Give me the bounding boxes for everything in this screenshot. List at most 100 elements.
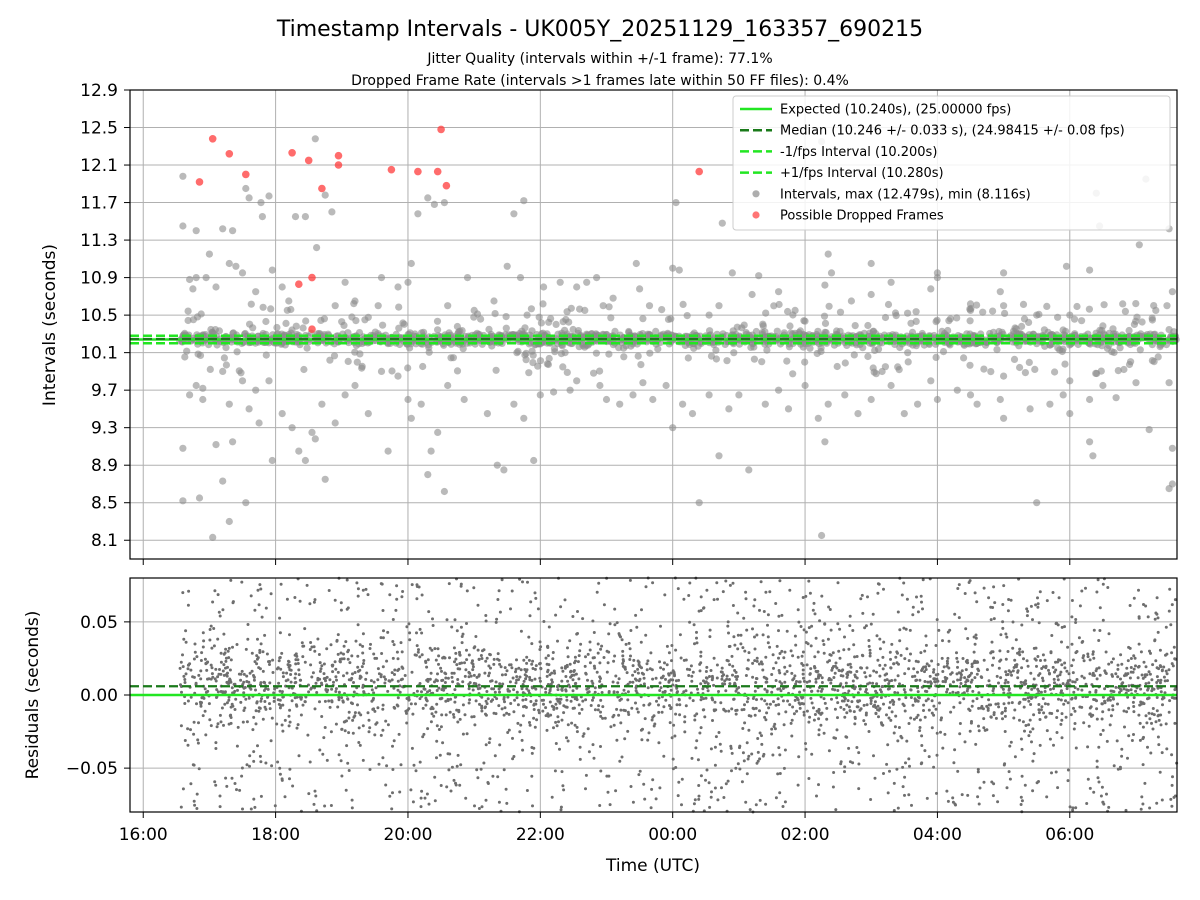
residual-point <box>979 675 983 679</box>
residual-point <box>280 651 284 655</box>
residual-point <box>361 644 365 648</box>
residual-point <box>487 674 491 678</box>
interval-point <box>852 339 860 347</box>
residual-point <box>390 678 394 682</box>
residual-point <box>1144 714 1148 718</box>
interval-outlier-point <box>520 197 528 205</box>
residual-point <box>964 668 968 672</box>
residual-point <box>963 592 967 595</box>
residual-point <box>706 682 710 686</box>
residual-point <box>439 725 443 729</box>
residual-point <box>273 804 277 808</box>
residual-point <box>420 631 424 635</box>
residual-point <box>412 763 416 767</box>
interval-outlier-point <box>530 456 538 465</box>
residual-point <box>789 649 793 653</box>
interval-point <box>960 354 968 362</box>
residual-point <box>889 718 893 722</box>
residual-point <box>528 723 532 727</box>
residual-point <box>886 743 890 747</box>
residual-point <box>375 656 379 660</box>
residual-point <box>728 644 732 648</box>
residual-point <box>265 652 269 656</box>
residual-point <box>210 646 214 650</box>
residual-point <box>1026 609 1030 613</box>
residual-point <box>636 659 640 663</box>
residual-point <box>347 648 350 652</box>
residual-point <box>351 718 355 722</box>
residual-point <box>801 596 805 599</box>
residual-point <box>296 723 300 727</box>
residual-point <box>1159 713 1163 717</box>
residual-point <box>859 597 863 601</box>
interval-point <box>1154 353 1162 361</box>
residual-point <box>199 677 203 681</box>
residual-point <box>329 730 333 734</box>
residual-point <box>1035 664 1038 668</box>
residual-point <box>203 709 207 713</box>
residual-point <box>405 721 409 725</box>
residual-point <box>381 609 385 612</box>
residual-point <box>677 697 681 701</box>
residual-point <box>766 613 770 617</box>
interval-point <box>1016 363 1024 372</box>
residual-point <box>664 698 668 702</box>
residual-point <box>972 661 976 665</box>
residual-point <box>294 652 298 656</box>
residual-point <box>746 667 750 671</box>
residual-point <box>586 727 590 731</box>
residual-point <box>563 598 567 602</box>
residual-point <box>708 805 712 809</box>
interval-outlier-point <box>404 278 412 286</box>
residual-point <box>777 746 781 750</box>
residual-point <box>933 680 937 684</box>
residual-point <box>947 666 951 670</box>
residual-point <box>428 646 432 650</box>
residual-point <box>1170 753 1174 757</box>
residual-point <box>1012 716 1016 720</box>
residual-point <box>189 668 193 672</box>
interval-point <box>184 307 192 315</box>
residual-point <box>409 702 413 706</box>
residual-point <box>276 760 280 764</box>
interval-point <box>353 358 361 366</box>
residual-point <box>545 728 549 732</box>
residual-point <box>489 699 493 703</box>
residual-point <box>373 709 377 713</box>
residual-point <box>614 674 618 678</box>
residual-point <box>888 769 891 773</box>
residual-point <box>314 681 318 685</box>
residual-point <box>783 748 787 752</box>
residual-point <box>1164 669 1168 673</box>
residual-point <box>358 643 362 647</box>
residual-point <box>1051 665 1055 669</box>
legend-entry: Intervals, max (12.479s), min (8.116s) <box>752 187 1031 202</box>
interval-point <box>841 359 849 367</box>
residual-point <box>423 796 427 800</box>
residual-point <box>258 706 262 710</box>
residual-point <box>1020 747 1024 751</box>
residual-point <box>295 726 299 730</box>
residual-point <box>499 665 503 669</box>
residual-point <box>905 647 909 651</box>
residual-point <box>883 673 887 677</box>
interval-point <box>639 315 647 323</box>
residual-point <box>437 662 440 666</box>
residual-point <box>1119 677 1122 681</box>
residual-point <box>926 680 930 684</box>
residual-point <box>687 674 691 677</box>
residual-point <box>807 777 811 780</box>
residual-point <box>958 722 962 725</box>
residual-point <box>971 699 975 703</box>
interval-outlier-point <box>636 285 644 293</box>
residual-point <box>444 676 448 680</box>
residual-point <box>887 682 891 686</box>
residual-point <box>588 640 592 644</box>
interval-point <box>1120 365 1128 374</box>
residual-point <box>1014 638 1018 642</box>
interval-point <box>864 321 872 330</box>
residual-point <box>1161 703 1164 707</box>
residual-point <box>464 796 468 800</box>
residual-point <box>515 675 519 679</box>
residual-point <box>578 649 582 653</box>
